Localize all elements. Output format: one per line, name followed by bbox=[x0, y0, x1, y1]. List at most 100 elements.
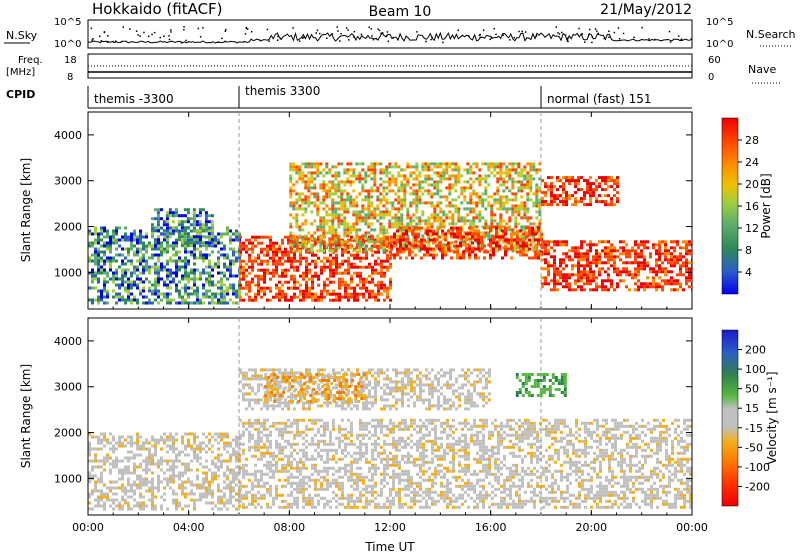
heatmap-cell bbox=[592, 276, 595, 279]
heatmap-cell bbox=[205, 290, 208, 293]
heatmap-cell bbox=[91, 466, 94, 469]
heatmap-cell bbox=[529, 186, 532, 189]
heatmap-cell bbox=[610, 176, 613, 179]
heatmap-cell bbox=[229, 493, 232, 496]
heatmap-cell bbox=[199, 484, 202, 487]
heatmap-cell bbox=[394, 225, 397, 228]
heatmap-cell bbox=[355, 237, 358, 240]
heatmap-cell bbox=[133, 454, 136, 457]
heatmap-cell bbox=[133, 466, 136, 469]
heatmap-cell bbox=[320, 266, 323, 269]
nsearch-point bbox=[604, 38, 606, 40]
heatmap-cell bbox=[289, 168, 292, 171]
heatmap-cell bbox=[424, 162, 427, 165]
heatmap-cell bbox=[343, 243, 346, 246]
heatmap-cell bbox=[453, 227, 456, 230]
heatmap-cell bbox=[520, 174, 523, 177]
heatmap-cell bbox=[275, 284, 278, 287]
heatmap-cell bbox=[260, 287, 263, 290]
heatmap-cell bbox=[124, 239, 127, 242]
heatmap-cell bbox=[163, 460, 166, 463]
heatmap-cell bbox=[217, 281, 220, 284]
heatmap-cell bbox=[235, 484, 238, 487]
heatmap-cell bbox=[229, 472, 232, 475]
heatmap-cell bbox=[260, 431, 263, 434]
heatmap-cell bbox=[349, 183, 352, 186]
heatmap-cell bbox=[232, 475, 235, 478]
heatmap-cell bbox=[239, 434, 242, 437]
heatmap-cell bbox=[550, 240, 553, 243]
heatmap-cell bbox=[142, 290, 145, 293]
heatmap-cell bbox=[133, 505, 136, 508]
heatmap-cell bbox=[100, 239, 103, 242]
heatmap-cell bbox=[248, 296, 251, 299]
heatmap-cell bbox=[389, 263, 392, 266]
heatmap-cell bbox=[496, 207, 499, 210]
heatmap-cell bbox=[460, 189, 463, 192]
heatmap-cell bbox=[145, 469, 148, 472]
heatmap-cell bbox=[421, 168, 424, 171]
heatmap-cell bbox=[389, 287, 392, 290]
heatmap-cell bbox=[358, 210, 361, 213]
heatmap-cell bbox=[475, 204, 478, 207]
heatmap-cell bbox=[217, 502, 220, 505]
heatmap-cell bbox=[278, 443, 281, 446]
heatmap-cell bbox=[481, 231, 484, 234]
heatmap-cell bbox=[208, 244, 211, 247]
heatmap-cell bbox=[365, 266, 368, 269]
heatmap-cell bbox=[115, 499, 118, 502]
heatmap-cell bbox=[100, 260, 103, 263]
heatmap-cell bbox=[211, 232, 214, 235]
heatmap-cell bbox=[118, 287, 121, 290]
heatmap-cell bbox=[517, 207, 520, 210]
heatmap-cell bbox=[577, 285, 580, 288]
heatmap-cell bbox=[166, 238, 169, 241]
heatmap-cell bbox=[278, 506, 281, 509]
heatmap-cell bbox=[193, 442, 196, 445]
heatmap-cell bbox=[313, 204, 316, 207]
heatmap-cell bbox=[293, 266, 296, 269]
heatmap-cell bbox=[619, 279, 622, 282]
heatmap-cell bbox=[214, 242, 217, 245]
heatmap-cell bbox=[643, 240, 646, 243]
heatmap-cell bbox=[257, 263, 260, 266]
heatmap-cell bbox=[94, 484, 97, 487]
heatmap-cell bbox=[217, 287, 220, 290]
heatmap-cell bbox=[325, 204, 328, 207]
heatmap-cell bbox=[281, 434, 284, 437]
nsearch-point bbox=[633, 37, 635, 39]
heatmap-cell bbox=[394, 180, 397, 183]
heatmap-cell bbox=[124, 493, 127, 496]
heatmap-cell bbox=[598, 270, 601, 273]
heatmap-cell bbox=[355, 234, 358, 237]
heatmap-cell bbox=[235, 293, 238, 296]
heatmap-cell bbox=[278, 257, 281, 260]
heatmap-cell bbox=[433, 192, 436, 195]
heatmap-cell bbox=[589, 176, 592, 179]
heatmap-cell bbox=[468, 251, 471, 254]
heatmap-cell bbox=[631, 276, 634, 279]
heatmap-cell bbox=[311, 275, 314, 278]
heatmap-cell bbox=[403, 198, 406, 201]
heatmap-cell bbox=[217, 448, 220, 451]
heatmap-cell bbox=[388, 219, 391, 222]
heatmap-cell bbox=[346, 198, 349, 201]
heatmap-cell bbox=[260, 446, 263, 449]
heatmap-cell bbox=[577, 255, 580, 258]
heatmap-cell bbox=[433, 165, 436, 168]
heatmap-cell bbox=[226, 230, 229, 233]
nsearch-point bbox=[354, 31, 356, 33]
heatmap-cell bbox=[109, 266, 112, 269]
heatmap-cell bbox=[187, 242, 190, 245]
nsearch-point bbox=[379, 30, 381, 32]
heatmap-cell bbox=[275, 266, 278, 269]
heatmap-cell bbox=[474, 236, 477, 239]
heatmap-cell bbox=[364, 246, 367, 249]
heatmap-cell bbox=[535, 210, 538, 213]
heatmap-cell bbox=[302, 293, 305, 296]
heatmap-cell bbox=[382, 198, 385, 201]
heatmap-cell bbox=[487, 165, 490, 168]
heatmap-cell bbox=[263, 290, 266, 293]
heatmap-cell bbox=[390, 248, 393, 251]
heatmap-cell bbox=[347, 296, 350, 299]
